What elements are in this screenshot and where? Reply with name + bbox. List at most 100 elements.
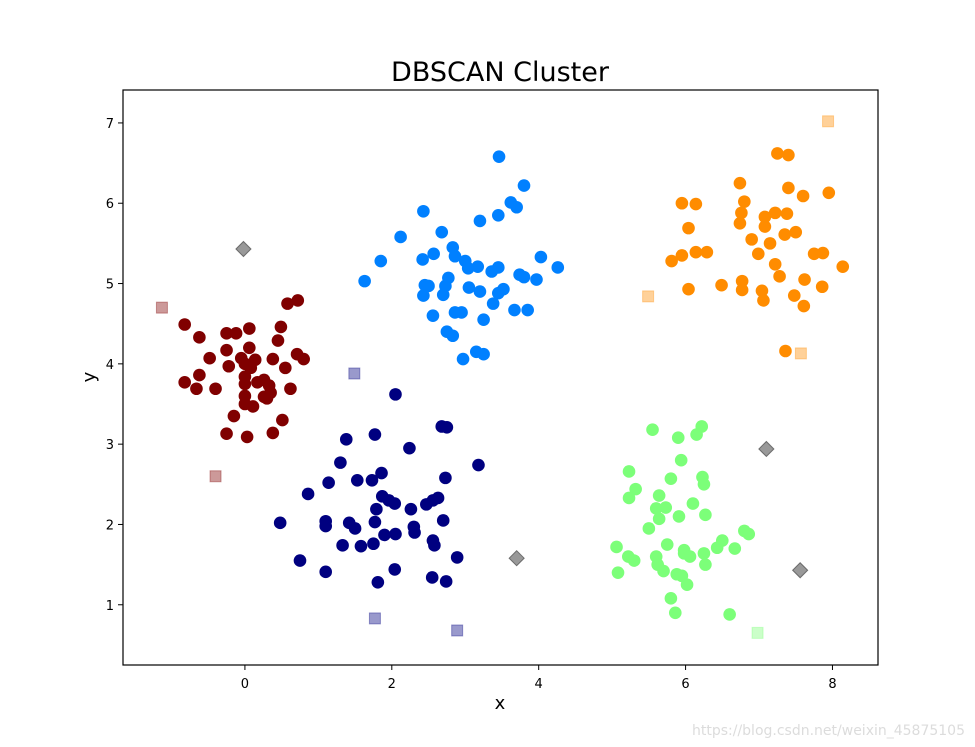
data-point — [477, 347, 490, 361]
data-point — [530, 273, 543, 286]
data-point — [339, 433, 353, 446]
y-axis-label: y — [79, 371, 100, 382]
data-point — [686, 497, 700, 510]
x-tick-label: 4 — [535, 677, 543, 692]
data-point — [780, 207, 794, 220]
data-point — [733, 217, 747, 230]
data-point — [448, 249, 462, 263]
data-point — [492, 150, 506, 163]
data-point — [683, 550, 697, 563]
data-point — [271, 334, 285, 347]
data-point — [408, 526, 421, 539]
data-point — [672, 510, 686, 523]
data-point — [276, 413, 289, 427]
data-point — [367, 537, 380, 551]
data-point — [266, 426, 280, 440]
y-tick-label: 2 — [106, 518, 114, 533]
data-point — [284, 382, 297, 396]
data-point — [371, 575, 385, 589]
data-point — [354, 539, 368, 553]
data-point — [193, 331, 206, 344]
data-point — [735, 206, 748, 220]
data-point — [388, 497, 402, 510]
data-point — [368, 515, 382, 529]
data-point — [778, 228, 792, 241]
data-point — [668, 606, 682, 620]
y-tick-label: 7 — [106, 117, 114, 132]
data-point — [238, 377, 252, 391]
data-point — [497, 282, 510, 296]
data-point — [279, 361, 292, 375]
data-point — [370, 502, 383, 516]
data-point — [297, 352, 310, 366]
data-point — [368, 612, 381, 625]
data-point — [733, 176, 747, 190]
data-point — [796, 189, 810, 203]
data-point — [222, 359, 236, 373]
data-point — [455, 306, 468, 319]
data-point — [389, 527, 402, 541]
x-tick-label: 0 — [241, 677, 249, 692]
data-point — [715, 534, 729, 547]
data-point — [508, 303, 521, 317]
data-point — [657, 564, 670, 578]
data-point — [715, 278, 728, 292]
data-point — [348, 522, 362, 535]
data-point — [642, 290, 655, 303]
data-point — [394, 230, 407, 244]
data-point — [155, 301, 168, 314]
data-point — [642, 522, 656, 535]
data-point — [674, 453, 688, 467]
series-border-cluster-0 — [155, 301, 222, 483]
data-point — [209, 470, 222, 483]
data-point — [689, 245, 703, 259]
data-point — [428, 539, 441, 552]
data-point — [336, 539, 349, 552]
data-point — [745, 233, 758, 246]
data-points — [155, 115, 850, 639]
y-axis-ticks: 1 2 3 4 5 6 7 — [106, 117, 123, 614]
data-point — [791, 562, 809, 579]
data-point — [439, 471, 452, 485]
series-cluster-2 — [358, 150, 565, 366]
data-point — [260, 392, 274, 405]
data-point — [763, 237, 777, 250]
data-point — [416, 253, 429, 266]
data-point — [404, 502, 418, 516]
data-point — [422, 279, 435, 293]
data-point — [627, 554, 641, 567]
data-point — [240, 430, 254, 444]
data-point — [243, 322, 256, 335]
data-point — [374, 254, 388, 268]
data-point — [227, 409, 241, 423]
data-point — [675, 249, 689, 262]
data-point — [768, 257, 782, 271]
data-point — [758, 440, 775, 458]
data-point — [758, 210, 772, 224]
data-point — [440, 420, 454, 434]
data-point — [473, 285, 487, 298]
data-point — [472, 458, 485, 472]
data-point — [757, 294, 770, 307]
data-point — [680, 578, 694, 591]
data-point — [427, 247, 440, 261]
data-point — [723, 608, 736, 621]
data-point — [798, 273, 811, 286]
data-point — [690, 428, 703, 441]
data-point — [751, 247, 765, 261]
data-point — [456, 352, 470, 366]
data-point — [319, 565, 333, 579]
data-point — [273, 516, 287, 530]
data-point — [350, 473, 364, 487]
data-point — [322, 476, 335, 490]
data-point — [797, 299, 811, 313]
data-point — [365, 473, 379, 487]
data-point — [675, 196, 689, 210]
data-point — [417, 289, 430, 302]
data-point — [403, 441, 416, 455]
data-point — [491, 208, 505, 222]
y-tick-label: 3 — [106, 438, 114, 453]
data-point — [755, 284, 769, 298]
data-point — [659, 501, 673, 514]
